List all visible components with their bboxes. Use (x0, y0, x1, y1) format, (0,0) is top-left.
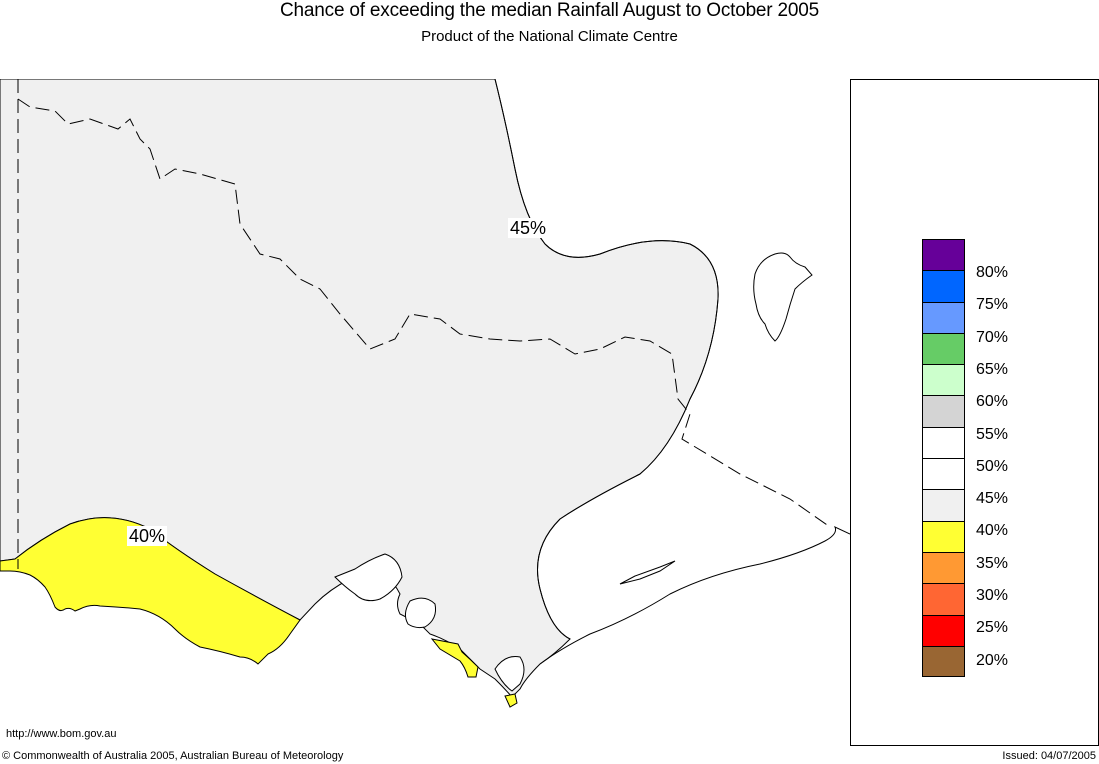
legend-label: 40% (976, 522, 1009, 540)
legend-label: 80% (976, 264, 1009, 281)
region-35-40-percent-bay (430, 638, 479, 678)
legend-swatch (922, 458, 965, 490)
legend-label: 65% (976, 360, 1009, 378)
coastline-east (539, 525, 850, 665)
legend-label: 25% (976, 619, 1009, 637)
region-35-40-percent-west (0, 517, 301, 665)
legend-label: 60% (976, 393, 1009, 411)
state-border-north (17, 98, 831, 528)
inlet-east (619, 560, 676, 585)
legend-swatches (922, 239, 966, 678)
source-url[interactable]: http://www.bom.gov.au (6, 728, 117, 740)
legend-swatch (922, 332, 965, 365)
legend-swatch (922, 489, 965, 521)
legend-swatch (922, 301, 965, 333)
legend-swatch (922, 426, 965, 459)
legend-swatch (922, 551, 965, 584)
legend-label: 55% (976, 425, 1009, 443)
bay-outline (334, 553, 403, 602)
inner-bay-outline (404, 597, 436, 629)
region-35-40-percent-point (504, 693, 518, 708)
legend-swatch (922, 364, 965, 396)
issued-date: Issued: 04/07/2005 (1002, 750, 1096, 762)
legend-swatch (922, 239, 965, 271)
legend-swatch (922, 395, 965, 427)
legend-divider (850, 79, 851, 746)
copyright-text: © Commonwealth of Australia 2005, Austra… (2, 750, 344, 762)
legend-label: 70% (976, 328, 1009, 346)
legend-label: 75% (976, 296, 1009, 314)
map-title: Chance of exceeding the median Rainfall … (280, 0, 819, 21)
rainfall-map (0, 79, 850, 746)
legend-label: 50% (976, 457, 1009, 475)
legend-swatch (922, 583, 965, 615)
legend-swatch (922, 270, 965, 302)
island-outline (753, 252, 813, 342)
legend-swatch (922, 520, 965, 552)
legend-label: 45% (976, 490, 1009, 508)
legend-label: 20% (976, 651, 1009, 669)
western-port-outline (494, 656, 525, 692)
contour-label-45: 45% (508, 218, 549, 238)
legend-swatch (922, 614, 965, 646)
legend-label: 30% (976, 587, 1009, 604)
legend-swatch (922, 645, 965, 678)
legend-label: 35% (976, 554, 1009, 572)
contour-label-40: 40% (127, 526, 168, 546)
map-subtitle: Product of the National Climate Centre (421, 28, 678, 45)
